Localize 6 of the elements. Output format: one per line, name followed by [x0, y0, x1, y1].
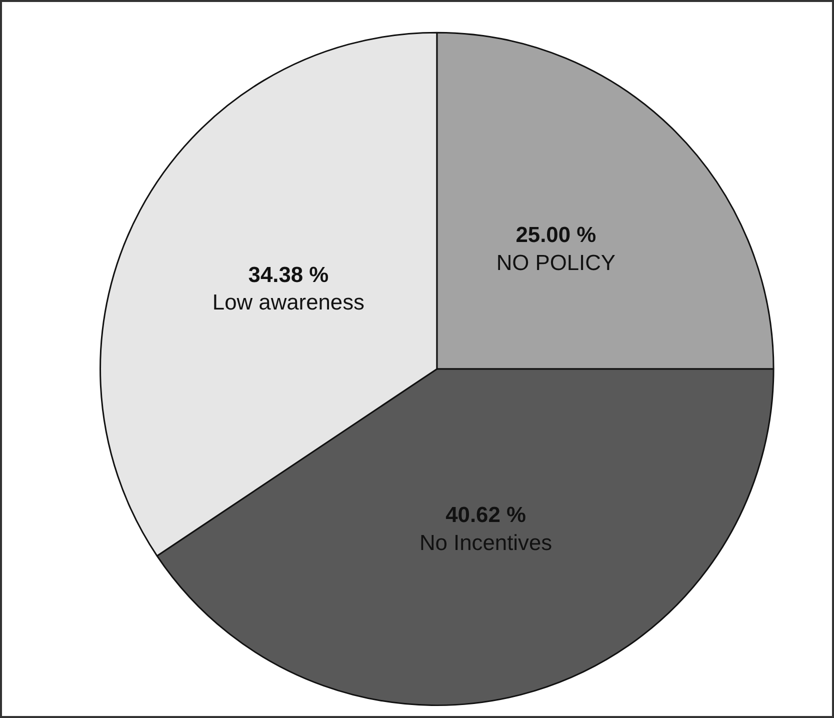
data-label: 34.38 %	[248, 262, 329, 287]
slice-label: No Incentives	[419, 530, 552, 555]
slice-label: Low awareness	[212, 290, 365, 315]
data-label: 40.62 %	[446, 502, 526, 527]
slice-label: NO POLICY	[496, 250, 616, 275]
data-label: 25.00 %	[516, 222, 596, 248]
